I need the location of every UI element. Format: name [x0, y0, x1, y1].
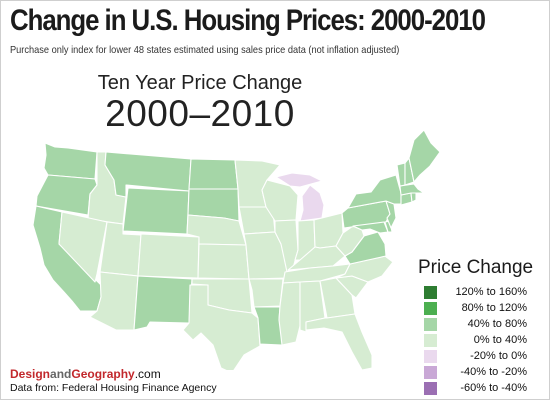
legend-item: 120% to 160%	[418, 284, 546, 300]
legend-items: 120% to 160% 80% to 120% 40% to 80% 0% to 4…	[418, 284, 546, 396]
state-colorado	[137, 233, 200, 279]
state-washington	[43, 142, 98, 180]
map-years: 2000–2010	[105, 93, 295, 134]
legend-item-label: -20% to 0%	[470, 350, 527, 362]
legend-swatch	[424, 333, 437, 347]
state-mississippi	[278, 281, 301, 346]
us-states-map	[32, 129, 441, 370]
map-heading: Ten Year Price Change	[97, 72, 303, 94]
legend-item-label: -60% to -40%	[460, 382, 527, 394]
legend-swatch	[424, 365, 437, 379]
page-subtitle: Purchase only index for lower 48 states …	[10, 44, 400, 56]
state-iowa	[238, 206, 276, 235]
state-florida	[305, 313, 373, 370]
state-rhode-island	[410, 192, 417, 203]
state-nevada	[58, 211, 108, 283]
legend-item-label: 120% to 160%	[455, 286, 527, 298]
brand-logo: DesignandGeography.com	[10, 367, 161, 381]
legend-swatch	[424, 317, 437, 331]
legend-swatch	[424, 381, 437, 395]
legend-item-label: -40% to -20%	[460, 366, 527, 378]
legend-item: -40% to -20%	[418, 364, 546, 380]
state-new-york	[347, 174, 402, 209]
state-massachusetts	[399, 183, 425, 196]
brand-part-domain: .com	[134, 367, 161, 381]
state-michigan-upper	[275, 172, 323, 188]
state-arkansas	[248, 278, 284, 308]
state-maryland	[352, 221, 389, 234]
page-title: Change in U.S. Housing Prices: 2000-2010	[10, 4, 486, 37]
legend: Price Change 120% to 160% 80% to 120% 40% …	[418, 257, 546, 396]
brand-part-and: and	[50, 367, 72, 381]
legend-title: Price Change	[418, 257, 534, 278]
legend-item: -60% to -40%	[418, 380, 546, 396]
state-maine	[408, 129, 441, 183]
legend-item-label: 80% to 120%	[461, 302, 527, 314]
legend-item: 0% to 40%	[418, 332, 546, 348]
legend-swatch	[424, 301, 437, 315]
legend-item-label: 0% to 40%	[473, 334, 527, 346]
legend-item: -20% to 0%	[418, 348, 546, 364]
state-north-dakota	[188, 158, 239, 190]
brand-part-design: Design	[10, 367, 51, 381]
state-kansas	[197, 243, 250, 280]
state-new-mexico	[133, 275, 193, 331]
state-wyoming	[122, 187, 190, 235]
legend-item: 40% to 80%	[418, 316, 546, 332]
state-west-virginia	[335, 225, 365, 257]
legend-swatch	[424, 285, 437, 299]
legend-item: 80% to 120%	[418, 300, 546, 316]
state-texas	[182, 284, 261, 370]
state-michigan	[299, 184, 325, 222]
legend-swatch	[424, 349, 437, 363]
legend-item-label: 40% to 80%	[467, 318, 527, 330]
source-note: Data from: Federal Housing Finance Agenc…	[10, 382, 217, 394]
state-georgia	[319, 277, 356, 319]
brand-part-geography: Geography	[71, 367, 135, 381]
